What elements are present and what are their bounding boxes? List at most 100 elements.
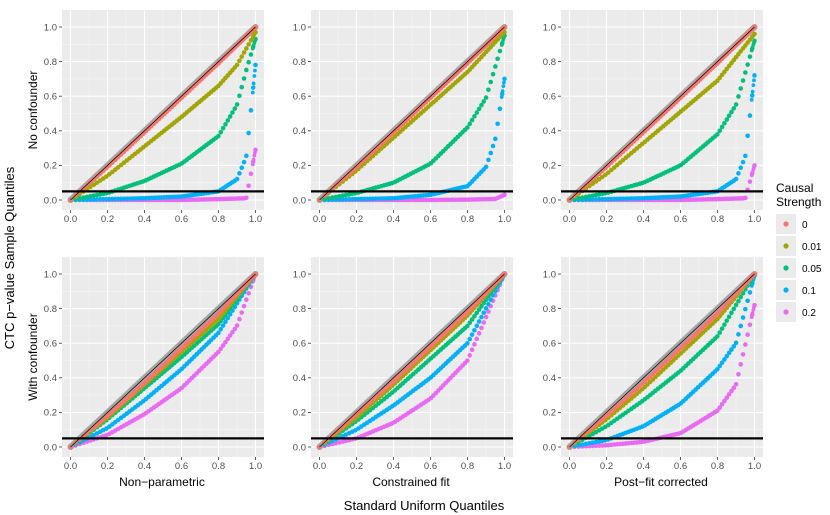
point-0 bbox=[587, 180, 592, 185]
point-0.05 bbox=[234, 102, 240, 107]
point-0.05 bbox=[499, 43, 504, 47]
point-0.2 bbox=[729, 388, 734, 394]
point-0.05 bbox=[719, 124, 725, 130]
point-0 bbox=[110, 160, 115, 165]
point-0 bbox=[349, 415, 355, 421]
point-0.05 bbox=[472, 114, 477, 119]
point-0.1 bbox=[724, 353, 730, 359]
point-0 bbox=[110, 409, 115, 414]
y-tick-label: 0.8 bbox=[293, 57, 306, 68]
point-0 bbox=[333, 183, 339, 188]
point-0.05 bbox=[465, 323, 470, 329]
point-0.05 bbox=[479, 102, 484, 108]
point-0 bbox=[606, 163, 611, 168]
point-0.2 bbox=[745, 332, 750, 337]
point-0.1 bbox=[717, 363, 723, 369]
point-0.05 bbox=[481, 99, 487, 104]
point-0 bbox=[112, 157, 118, 163]
point-0.1 bbox=[472, 327, 477, 333]
point-0 bbox=[97, 171, 103, 176]
legend-item-0.05: 0.05 bbox=[776, 258, 822, 278]
point-0.2 bbox=[218, 346, 224, 352]
point-0.01 bbox=[234, 62, 240, 68]
point-0.2 bbox=[731, 385, 737, 391]
legend-key-point bbox=[783, 221, 789, 227]
point-0.05 bbox=[225, 118, 231, 123]
point-0 bbox=[583, 430, 589, 436]
point-0.2 bbox=[251, 157, 256, 162]
x-tick-label: 0.8 bbox=[212, 214, 225, 225]
point-0.1 bbox=[500, 89, 505, 93]
y-tick-label: 0.8 bbox=[44, 304, 57, 315]
point-0.05 bbox=[724, 318, 730, 323]
x-tick-label: 0.2 bbox=[101, 461, 114, 472]
x-tick-label: 0.6 bbox=[424, 214, 437, 225]
point-0.05 bbox=[474, 110, 480, 115]
x-tick-label: 0.8 bbox=[212, 461, 225, 472]
point-0 bbox=[609, 409, 614, 414]
x-tick-label: 1.0 bbox=[498, 214, 511, 225]
point-0 bbox=[590, 177, 595, 182]
point-0.2 bbox=[733, 381, 739, 387]
point-0.1 bbox=[719, 360, 725, 366]
point-0.2 bbox=[717, 405, 723, 410]
point-0.05 bbox=[250, 46, 255, 51]
y-tick-label: 0.6 bbox=[293, 92, 306, 103]
point-0.05 bbox=[84, 194, 90, 200]
point-0.1 bbox=[740, 159, 746, 165]
point-0 bbox=[580, 186, 585, 191]
point-0 bbox=[104, 414, 109, 420]
point-0.2 bbox=[244, 297, 249, 302]
point-0.2 bbox=[237, 316, 242, 322]
point-0.01 bbox=[246, 42, 251, 47]
point-0.05 bbox=[476, 307, 482, 312]
point-0 bbox=[100, 168, 106, 174]
point-0.05 bbox=[246, 59, 251, 65]
panels-layer: 0.0 0.2 0.4 0.6 0.8 1.00.00.20.40.60.81.00.0 0… bbox=[44, 10, 763, 472]
legend-title-line-2: Strength bbox=[776, 195, 821, 209]
point-0.05 bbox=[580, 195, 585, 200]
x-tick-label: 1.0 bbox=[498, 461, 511, 472]
legend-label: 0.1 bbox=[802, 286, 816, 297]
point-0.05 bbox=[483, 95, 489, 100]
point-0.2 bbox=[223, 339, 228, 345]
point-0.2 bbox=[220, 343, 226, 348]
point-0 bbox=[583, 183, 589, 188]
y-tick-label: 1.0 bbox=[543, 22, 556, 33]
point-0.1 bbox=[752, 78, 756, 83]
point-0.1 bbox=[740, 315, 746, 320]
point-0 bbox=[333, 430, 339, 435]
point-0.2 bbox=[743, 342, 748, 347]
point-0.2 bbox=[747, 322, 753, 328]
y-tick-label: 1.0 bbox=[543, 269, 556, 280]
point-0.2 bbox=[481, 320, 487, 325]
series-0.01 bbox=[567, 31, 757, 203]
x-tick-label: 0.2 bbox=[600, 461, 613, 472]
point-0.05 bbox=[244, 67, 249, 73]
point-0 bbox=[599, 417, 605, 422]
legend-label: 0.01 bbox=[802, 242, 822, 253]
point-0.05 bbox=[467, 121, 473, 127]
point-0.05 bbox=[467, 320, 473, 326]
point-0.1 bbox=[250, 90, 255, 95]
point-0.01 bbox=[253, 30, 258, 35]
x-axis-title: Standard Uniform Quantiles bbox=[344, 498, 505, 513]
point-0.2 bbox=[241, 303, 247, 309]
y-tick-label: 0.6 bbox=[543, 92, 556, 103]
point-0.2 bbox=[752, 163, 757, 168]
point-0.1 bbox=[474, 323, 480, 329]
point-0 bbox=[343, 174, 349, 179]
point-0.1 bbox=[340, 197, 346, 202]
x-tick-label: 0.4 bbox=[637, 214, 650, 225]
y-tick-label: 0.2 bbox=[543, 408, 556, 419]
y-tick-label: 0.0 bbox=[44, 195, 57, 206]
point-0.1 bbox=[743, 306, 748, 312]
legend-keys: 0 0.01 0.05 0.1 0.2 bbox=[776, 214, 822, 322]
point-0.01 bbox=[244, 46, 249, 51]
point-0.2 bbox=[749, 173, 754, 178]
point-0 bbox=[340, 424, 346, 429]
y-tick-label: 0.6 bbox=[293, 339, 306, 350]
point-0 bbox=[107, 411, 112, 417]
x-tick-label: 0.0 bbox=[64, 214, 77, 225]
point-0 bbox=[596, 419, 602, 425]
